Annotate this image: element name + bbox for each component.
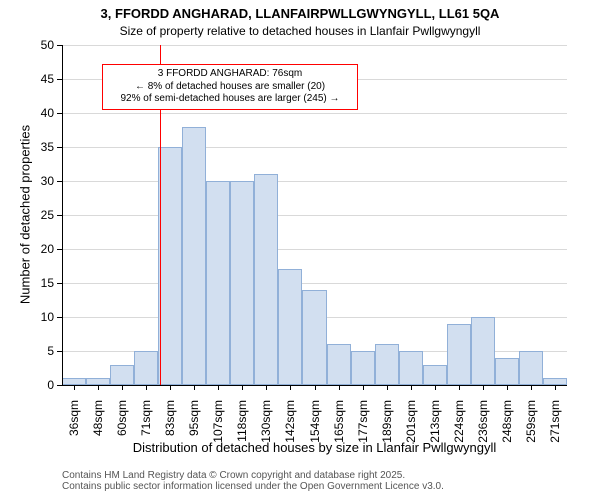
bar bbox=[278, 269, 302, 385]
bar bbox=[399, 351, 423, 385]
y-tick-label: 50 bbox=[0, 38, 54, 52]
x-tick-label: 142sqm bbox=[283, 400, 297, 450]
y-tick-label: 45 bbox=[0, 72, 54, 86]
annotation-line: ← 8% of detached houses are smaller (20) bbox=[106, 81, 354, 94]
bar bbox=[471, 317, 495, 385]
annotation-box: 3 FFORDD ANGHARAD: 76sqm← 8% of detached… bbox=[102, 64, 358, 110]
gridline bbox=[62, 147, 567, 148]
y-tick-label: 30 bbox=[0, 174, 54, 188]
x-tick-label: 259sqm bbox=[524, 400, 538, 450]
x-tick-label: 224sqm bbox=[452, 400, 466, 450]
x-tick-label: 236sqm bbox=[476, 400, 490, 450]
x-tick-label: 154sqm bbox=[308, 400, 322, 450]
chart-title: 3, FFORDD ANGHARAD, LLANFAIRPWLLGWYNGYLL… bbox=[0, 6, 600, 21]
x-tick-label: 36sqm bbox=[67, 400, 81, 450]
gridline bbox=[62, 249, 567, 250]
bar bbox=[375, 344, 399, 385]
x-tick-label: 201sqm bbox=[404, 400, 418, 450]
annotation-line: 3 FFORDD ANGHARAD: 76sqm bbox=[106, 68, 354, 81]
gridline bbox=[62, 215, 567, 216]
x-tick-label: 177sqm bbox=[356, 400, 370, 450]
annotation-line: 92% of semi-detached houses are larger (… bbox=[106, 93, 354, 106]
y-tick-label: 0 bbox=[0, 378, 54, 392]
gridline bbox=[62, 113, 567, 114]
y-tick-label: 10 bbox=[0, 310, 54, 324]
bar bbox=[182, 127, 206, 385]
bar bbox=[110, 365, 134, 385]
attribution-footer: Contains HM Land Registry data © Crown c… bbox=[62, 470, 444, 492]
bar bbox=[254, 174, 278, 385]
bar bbox=[327, 344, 351, 385]
x-axis-line bbox=[62, 385, 567, 386]
x-tick-label: 130sqm bbox=[259, 400, 273, 450]
y-axis-line bbox=[62, 45, 63, 385]
bar bbox=[62, 378, 86, 385]
y-tick-label: 25 bbox=[0, 208, 54, 222]
bar bbox=[495, 358, 519, 385]
footer-line-2: Contains public sector information licen… bbox=[62, 481, 444, 492]
bar bbox=[302, 290, 326, 385]
gridline bbox=[62, 45, 567, 46]
chart-subtitle: Size of property relative to detached ho… bbox=[0, 24, 600, 38]
x-tick-label: 107sqm bbox=[211, 400, 225, 450]
x-tick-label: 165sqm bbox=[332, 400, 346, 450]
bar bbox=[423, 365, 447, 385]
gridline bbox=[62, 283, 567, 284]
bar bbox=[206, 181, 230, 385]
x-tick-label: 95sqm bbox=[187, 400, 201, 450]
bar bbox=[134, 351, 158, 385]
y-tick-label: 20 bbox=[0, 242, 54, 256]
bar bbox=[230, 181, 254, 385]
y-tick-label: 5 bbox=[0, 344, 54, 358]
footer-line-1: Contains HM Land Registry data © Crown c… bbox=[62, 470, 444, 481]
gridline bbox=[62, 181, 567, 182]
bar bbox=[543, 378, 567, 385]
x-tick-label: 248sqm bbox=[500, 400, 514, 450]
bar bbox=[519, 351, 543, 385]
x-tick-label: 118sqm bbox=[235, 400, 249, 450]
y-tick-label: 15 bbox=[0, 276, 54, 290]
x-tick-label: 189sqm bbox=[380, 400, 394, 450]
bar bbox=[447, 324, 471, 385]
y-tick-label: 40 bbox=[0, 106, 54, 120]
bar bbox=[158, 147, 182, 385]
bar bbox=[86, 378, 110, 385]
y-tick-label: 35 bbox=[0, 140, 54, 154]
x-tick-label: 60sqm bbox=[115, 400, 129, 450]
x-tick-label: 48sqm bbox=[91, 400, 105, 450]
bar bbox=[351, 351, 375, 385]
x-tick-label: 271sqm bbox=[548, 400, 562, 450]
x-tick-label: 213sqm bbox=[428, 400, 442, 450]
x-tick-label: 83sqm bbox=[163, 400, 177, 450]
x-tick-label: 71sqm bbox=[139, 400, 153, 450]
